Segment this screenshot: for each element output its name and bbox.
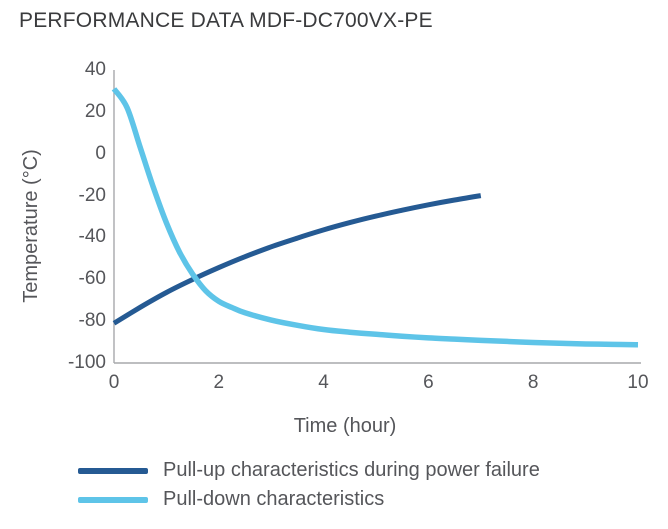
x-axis-title: Time (hour)	[293, 415, 397, 437]
pull-down-curve	[111, 87, 639, 348]
y-tick-label: -20	[78, 184, 106, 206]
page-title: PERFORMANCE DATA MDF-DC700VX-PE	[19, 9, 433, 32]
y-tick-label: -80	[78, 310, 106, 332]
pull-up-legend-swatch	[78, 468, 148, 474]
x-tick-label: 2	[213, 372, 225, 393]
x-tick-label: 6	[423, 372, 434, 393]
pull-up-curve	[112, 193, 482, 326]
pull-up-legend-label: Pull-up characteristics during power fai…	[163, 459, 540, 481]
x-tick-label: 10	[627, 372, 649, 393]
pull-down-legend-swatch	[78, 497, 148, 503]
y-tick-label: -100	[67, 352, 106, 373]
y-tick-label: -60	[78, 268, 106, 290]
y-tick-label: 40	[84, 59, 106, 80]
y-tick-label: 20	[84, 100, 106, 122]
x-tick-label: 0	[108, 372, 120, 393]
x-tick-label: 4	[318, 372, 329, 393]
y-tick-label: -40	[78, 226, 106, 248]
y-axis-title: Temperature (°C)	[20, 149, 42, 303]
pull-down-legend-label: Pull-down characteristics	[163, 488, 385, 510]
x-tick-label: 8	[527, 372, 539, 393]
y-tick-label: 0	[95, 142, 106, 164]
